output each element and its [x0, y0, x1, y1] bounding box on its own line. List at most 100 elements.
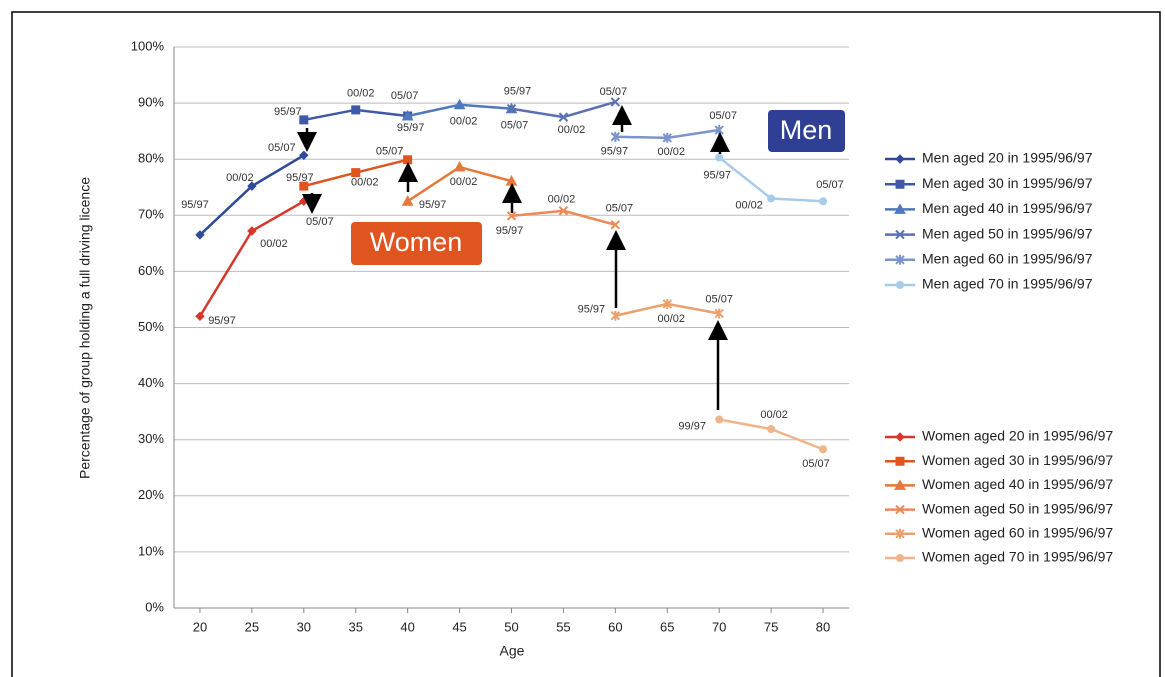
point: [767, 425, 776, 434]
point-label: 00/02: [658, 146, 686, 158]
series: 99/97 00/02 05/07: [678, 409, 829, 470]
point-label: 95/97: [274, 106, 302, 118]
point: [403, 155, 413, 165]
point: [453, 98, 466, 110]
women-annotation: Women: [370, 227, 463, 257]
x-tick-label: 30: [297, 619, 311, 634]
legend-label: Men aged 20 in 1995/96/97: [922, 150, 1093, 166]
point-label: 00/02: [558, 124, 586, 136]
x-axis-label: Age: [500, 643, 525, 659]
series: 95/97 00/02 05/07: [601, 110, 737, 158]
point-label: 00/02: [260, 238, 288, 250]
point: [662, 132, 672, 143]
plot-grid: 0% 10% 20% 30% 40% 50% 60% 70% 80% 90% 100% 20 25 30 3…: [131, 38, 849, 634]
legend-marker: [895, 528, 905, 539]
point-label: 00/02: [658, 313, 686, 325]
x-tick-label: 50: [504, 619, 518, 634]
legend-label: Women aged 30 in 1995/96/97: [922, 452, 1113, 468]
y-tick-label: 100%: [131, 38, 165, 53]
legend-label: Men aged 30 in 1995/96/97: [922, 175, 1093, 191]
point: [299, 115, 309, 125]
point: [401, 109, 414, 121]
point-label: 05/07: [600, 86, 628, 98]
x-tick-label: 40: [400, 619, 414, 634]
series: 95/97 00/02 05/07: [496, 194, 633, 237]
point-label: 05/07: [268, 142, 296, 154]
line: [198, 200, 305, 317]
y-tick-label: 30%: [138, 431, 164, 446]
point: [610, 97, 621, 107]
y-tick-label: 80%: [138, 151, 164, 166]
point-label: 00/02: [450, 176, 478, 188]
point: [299, 150, 309, 160]
legend-marker: [896, 554, 904, 562]
legend-label: Women aged 50 in 1995/96/97: [922, 500, 1113, 516]
point-label: 05/07: [376, 146, 404, 158]
x-tick-label: 70: [712, 619, 726, 634]
point: [662, 298, 672, 309]
legend-marker: [895, 179, 905, 189]
point: [351, 105, 361, 115]
legend-marker: [894, 479, 906, 490]
legend-label: Men aged 70 in 1995/96/97: [922, 276, 1093, 292]
women-box: [351, 222, 482, 265]
legend-marker: [895, 432, 905, 442]
point-label: 95/97: [703, 169, 731, 181]
legend-marker: [895, 229, 905, 240]
y-tick-label: 0%: [145, 599, 164, 614]
legend-marker: [895, 504, 905, 515]
point-label: 00/02: [226, 172, 254, 184]
point-label: 95/97: [578, 304, 606, 316]
point: [247, 226, 257, 236]
x-tick-label: 20: [193, 619, 207, 634]
series: 95/97 00/02 05/07: [195, 196, 334, 327]
legend-label: Men aged 50 in 1995/96/97: [922, 225, 1093, 241]
legend-marker: [895, 456, 905, 466]
point-label: 00/02: [347, 88, 375, 100]
x-tick-label: 80: [816, 619, 830, 634]
point: [558, 206, 569, 216]
point: [558, 112, 569, 122]
point: [715, 153, 724, 162]
y-tick-label: 90%: [138, 95, 164, 110]
point-label: 00/02: [450, 116, 478, 128]
legend-label: Women aged 70 in 1995/96/97: [922, 549, 1113, 565]
point: [506, 211, 517, 221]
point: [715, 415, 724, 424]
point-label: 00/02: [735, 199, 763, 211]
point-label: 95/97: [181, 199, 209, 211]
y-tick-label: 60%: [138, 263, 164, 278]
point-label: 05/07: [606, 203, 634, 215]
legend-marker: [895, 254, 905, 265]
point-label: 95/97: [397, 122, 425, 134]
men-box: [768, 110, 845, 152]
line: [511, 209, 616, 227]
x-tick-label: 65: [660, 619, 674, 634]
point: [610, 310, 621, 321]
y-tick-label: 20%: [138, 487, 164, 502]
frame: [11, 11, 1161, 677]
point-label: 00/02: [760, 409, 788, 421]
point: [610, 131, 621, 142]
point: [195, 230, 205, 240]
point-label: 05/07: [501, 120, 529, 132]
x-tick-label: 45: [452, 619, 466, 634]
line: [718, 418, 824, 451]
point: [506, 104, 517, 114]
point-label: 95/97: [601, 146, 629, 158]
x-tick-label: 25: [245, 619, 259, 634]
point-label: 95/97: [419, 199, 447, 211]
arrows: [297, 105, 730, 410]
series: 95/97 00/02 05/07: [181, 142, 309, 240]
point-label: 99/97: [678, 420, 706, 432]
series: 95/97 00/02 05/07: [504, 86, 627, 136]
y-tick-label: 70%: [138, 207, 164, 222]
point-label: 05/07: [705, 293, 733, 305]
point: [195, 311, 205, 321]
series: 95/97 00/02 05/07: [274, 88, 418, 125]
legend-marker: [895, 154, 905, 164]
y-tick-label: 40%: [138, 375, 164, 390]
series: 95/97 00/02 05/07: [286, 146, 413, 191]
line: [199, 154, 305, 236]
